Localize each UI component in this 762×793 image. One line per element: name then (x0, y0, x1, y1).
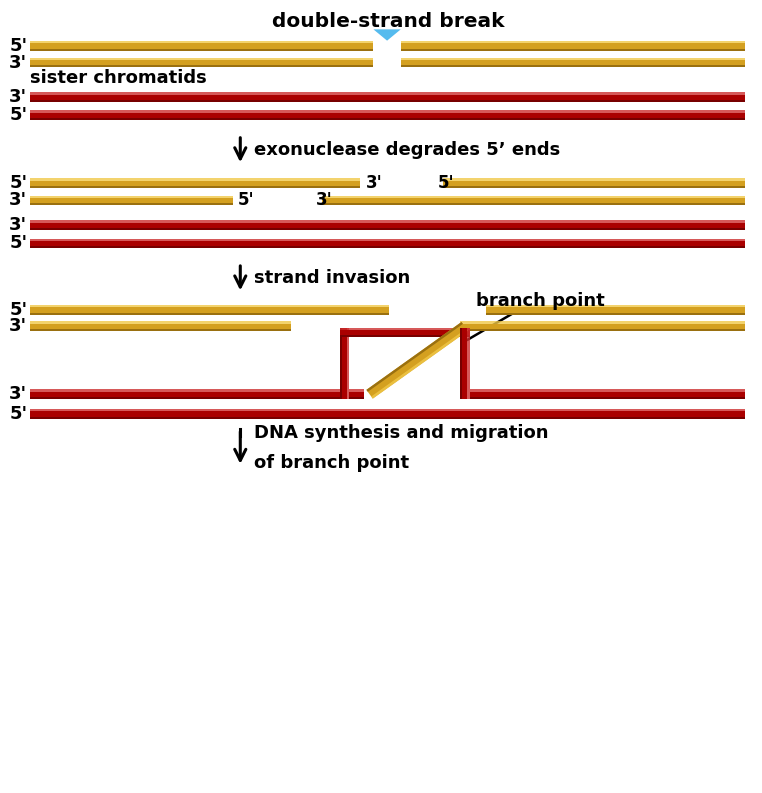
Bar (340, 330, 469, 335)
Bar (340, 328, 469, 330)
Bar (459, 328, 462, 399)
Text: 3': 3' (316, 191, 333, 209)
Bar (486, 329, 744, 331)
Bar (30, 48, 373, 51)
Text: 3': 3' (9, 216, 27, 235)
Bar (469, 397, 744, 399)
Bar (443, 186, 744, 188)
Text: 3': 3' (9, 317, 27, 335)
Bar (350, 389, 363, 392)
Bar (30, 198, 232, 203)
Polygon shape (367, 322, 463, 392)
Bar (30, 60, 373, 65)
Polygon shape (371, 328, 468, 399)
Bar (401, 44, 744, 48)
Bar (30, 239, 744, 241)
Bar (401, 48, 744, 51)
Text: 3': 3' (366, 174, 383, 192)
Text: exonuclease degrades 5’ ends: exonuclease degrades 5’ ends (254, 141, 560, 159)
Bar (322, 198, 744, 203)
Bar (30, 196, 232, 198)
Bar (30, 44, 373, 48)
Bar (401, 65, 744, 67)
Bar (443, 181, 744, 186)
Text: DNA synthesis and migration: DNA synthesis and migration (254, 423, 549, 442)
Bar (322, 196, 744, 198)
Bar (30, 65, 373, 67)
Bar (30, 392, 340, 397)
Bar (459, 321, 486, 324)
Text: sister chromatids: sister chromatids (30, 68, 207, 86)
Bar (30, 389, 340, 392)
Bar (30, 100, 744, 102)
Bar (401, 58, 744, 60)
Bar (30, 181, 360, 186)
Bar (459, 324, 486, 329)
Text: 5': 5' (9, 235, 27, 252)
Text: 5': 5' (9, 301, 27, 319)
Bar (30, 186, 360, 188)
Bar (30, 220, 744, 223)
Bar (30, 305, 389, 307)
Text: 3': 3' (9, 53, 27, 71)
Bar (350, 392, 363, 397)
Bar (401, 60, 744, 65)
Bar (443, 178, 744, 181)
Bar (486, 312, 744, 315)
Bar (30, 241, 744, 246)
Bar (30, 321, 291, 324)
Bar (459, 329, 486, 331)
Bar (341, 328, 347, 399)
Bar (30, 113, 744, 118)
Text: of branch point: of branch point (254, 454, 409, 472)
Bar (30, 178, 360, 181)
Bar (30, 41, 373, 44)
Bar (30, 58, 373, 60)
Bar (347, 328, 350, 399)
Bar (486, 307, 744, 312)
Bar (322, 203, 744, 205)
Bar (462, 328, 467, 399)
Bar (350, 397, 363, 399)
Bar (30, 329, 291, 331)
Bar (467, 328, 469, 399)
Bar (30, 203, 232, 205)
Bar (30, 94, 744, 100)
Bar (30, 324, 291, 329)
Bar (340, 328, 341, 399)
Bar (486, 305, 744, 307)
Text: double-strand break: double-strand break (272, 13, 505, 31)
Text: 5': 5' (9, 174, 27, 192)
Bar (30, 307, 389, 312)
Bar (30, 228, 744, 230)
Text: 3': 3' (9, 385, 27, 403)
Bar (30, 246, 744, 248)
Text: branch point: branch point (476, 292, 605, 310)
Bar (469, 392, 744, 397)
Polygon shape (373, 29, 401, 40)
Text: 5': 5' (9, 106, 27, 125)
Bar (30, 416, 744, 419)
Text: 5': 5' (438, 174, 455, 192)
Bar (340, 335, 469, 337)
Text: 5': 5' (9, 405, 27, 423)
Bar (30, 223, 744, 228)
Bar (486, 321, 744, 324)
Text: 5': 5' (9, 37, 27, 55)
Bar (30, 118, 744, 121)
Bar (30, 409, 744, 412)
Polygon shape (367, 322, 468, 399)
Bar (486, 324, 744, 329)
Bar (30, 412, 744, 416)
Bar (401, 41, 744, 44)
Bar (30, 312, 389, 315)
Bar (469, 389, 744, 392)
Text: 3': 3' (9, 88, 27, 106)
Bar (30, 92, 744, 94)
Bar (30, 397, 340, 399)
Bar (30, 110, 744, 113)
Text: strand invasion: strand invasion (254, 269, 410, 287)
Text: 3': 3' (9, 191, 27, 209)
Text: 5': 5' (238, 191, 255, 209)
